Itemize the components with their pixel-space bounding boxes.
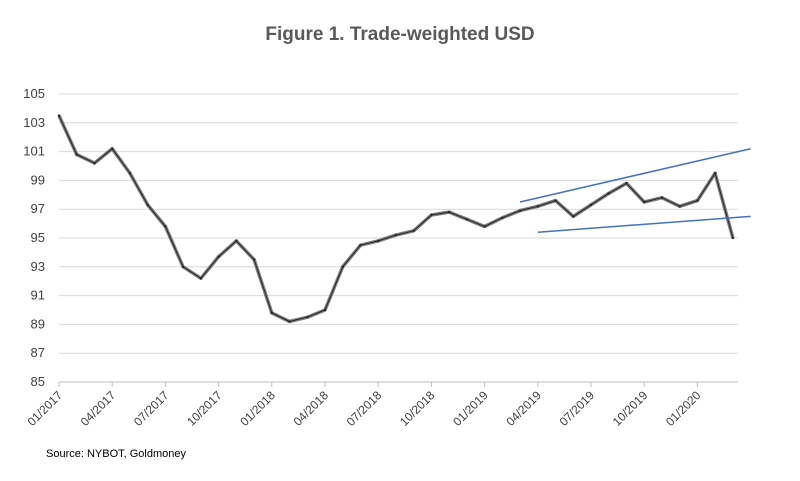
series-point [57,114,61,117]
y-tick-label: 103 [23,115,45,130]
series-point [217,255,220,258]
series-point [589,203,593,207]
x-tick-label: 10/2019 [610,388,651,429]
series-point [323,308,327,312]
series-point [731,236,735,240]
y-tick-label: 87 [31,345,45,360]
series-point [713,172,717,175]
series-point [128,172,132,175]
x-tick-label: 01/2018 [237,388,278,429]
y-tick-label: 101 [23,144,45,159]
series-point [306,316,309,319]
series-point [359,244,362,247]
y-tick-label: 93 [31,259,45,274]
series-point [483,225,486,228]
series-line [57,114,735,324]
series-point [501,216,504,220]
series-point [465,218,469,221]
series-point [554,199,557,202]
y-tick-label: 95 [31,230,45,245]
series-point [377,239,380,243]
series-point [252,258,256,261]
y-tick-label: 97 [31,201,45,216]
y-tick-label: 99 [31,172,45,187]
x-tick-label: 07/2018 [344,388,385,429]
series-point [394,233,398,237]
x-tick-label: 07/2019 [557,388,598,429]
series-point [678,205,681,208]
series-point [607,192,610,195]
series-point [572,215,575,218]
series-point [518,209,522,212]
x-tick-label: 04/2019 [503,388,544,429]
series-point [235,239,238,243]
x-tick-label: 04/2018 [291,388,332,429]
x-tick-label: 01/2017 [25,388,66,429]
x-tick-label: 01/2019 [450,388,491,429]
series-point [270,311,273,315]
series-point [412,229,415,232]
y-tick-label: 105 [23,86,45,101]
series-point [93,161,96,165]
series-point [75,153,78,156]
x-tick-label: 10/2017 [184,388,225,429]
series-point [181,265,185,268]
series-point [146,203,149,207]
chart-title: Figure 1. Trade-weighted USD [265,24,535,45]
y-tick-label: 85 [31,374,45,389]
x-tick-label: 04/2017 [78,388,119,429]
y-tick-label: 91 [31,288,45,303]
series-point [660,196,664,199]
series-point [447,210,451,214]
chart-source: Source: NYBOT, Goldmoney [46,448,187,460]
series-point [111,147,114,150]
series-point [430,213,433,217]
trendline [519,147,751,203]
x-tick-label: 01/2020 [663,388,704,429]
series-point [341,265,344,268]
series-point [696,199,699,202]
x-tick-label: 10/2018 [397,388,438,429]
trendline [537,215,751,233]
series-point [199,277,203,280]
series-point [643,200,646,204]
series-point [536,205,539,208]
series-point [625,182,628,185]
series-point [288,320,291,323]
y-tick-label: 89 [31,316,45,331]
series-point [164,225,167,228]
x-tick-label: 07/2017 [131,388,172,429]
